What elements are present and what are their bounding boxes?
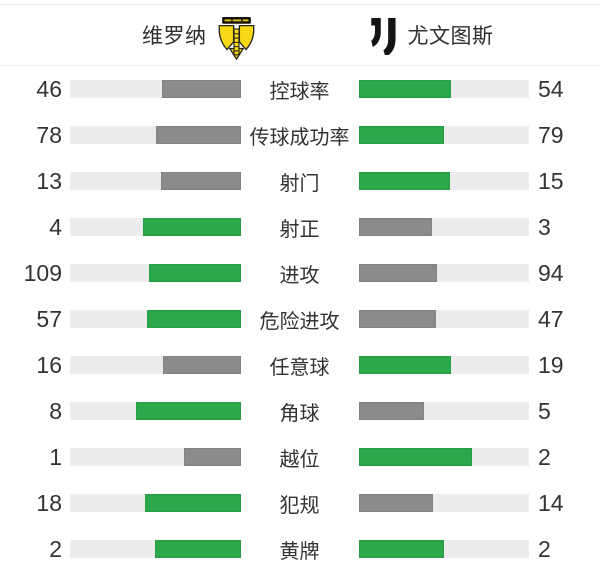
stat-label: 越位 (279, 448, 320, 471)
stat-row: 4 射正 3 (0, 204, 600, 250)
stat-label: 传球成功率 (249, 126, 350, 149)
stat-row: 1 越位 2 (0, 434, 600, 480)
away-stat-value: 2 (538, 443, 551, 470)
home-stat-bar (70, 126, 241, 144)
away-stat-bar (358, 126, 529, 144)
home-stat-value: 46 (36, 75, 62, 102)
away-stat-bar (358, 310, 529, 328)
away-stat-value: 47 (538, 305, 564, 332)
home-stat-bar (70, 448, 241, 466)
home-stat-value: 57 (36, 305, 62, 332)
home-stat-bar (70, 402, 241, 420)
away-stat-bar-fill (358, 448, 473, 466)
away-stat-value: 3 (538, 213, 551, 240)
away-stat-value: 14 (538, 489, 564, 516)
away-stat-bar (358, 402, 529, 420)
away-stat-bar (358, 540, 529, 558)
home-stat-value: 2 (49, 535, 62, 562)
home-stat-bar-fill (162, 356, 241, 374)
home-stat-bar-fill (161, 172, 241, 190)
home-stat-bar-fill (148, 264, 241, 282)
stat-label: 控球率 (269, 80, 330, 103)
header-divider (0, 65, 600, 66)
home-stat-bar (70, 540, 241, 558)
home-stat-value: 8 (49, 397, 62, 424)
home-stat-bar-fill (143, 218, 241, 236)
away-stat-value: 94 (538, 259, 564, 286)
verona-crest-icon (214, 10, 259, 61)
stat-label: 角球 (279, 402, 320, 425)
away-stat-bar-fill (358, 218, 432, 236)
home-stat-value: 4 (49, 213, 62, 240)
home-stat-bar-fill (155, 540, 241, 558)
team-away: 尤文图斯 (370, 15, 494, 55)
away-stat-value: 15 (538, 167, 564, 194)
stat-label: 犯规 (279, 494, 320, 517)
stat-label: 任意球 (269, 356, 330, 379)
stat-row: 2 黄牌 2 (0, 526, 600, 569)
home-stat-bar-fill (147, 310, 241, 328)
stat-label: 危险进攻 (259, 310, 340, 333)
away-stat-value: 79 (538, 121, 564, 148)
team-home: 维罗纳 (142, 10, 259, 61)
stat-label: 黄牌 (279, 540, 320, 563)
away-stat-bar (358, 172, 529, 190)
juventus-logo-icon (370, 15, 399, 55)
home-stat-value: 1 (49, 443, 62, 470)
home-stat-bar (70, 172, 241, 190)
stat-row: 109 进攻 94 (0, 250, 600, 296)
home-stat-value: 13 (36, 167, 62, 194)
away-stat-bar (358, 448, 529, 466)
stat-row: 46 控球率 54 (0, 66, 600, 112)
away-stat-bar-fill (358, 310, 436, 328)
stats-list: 46 控球率 54 78 传球成功率 79 13 射门 15 4 (0, 66, 600, 569)
away-stat-value: 19 (538, 351, 564, 378)
stat-row: 8 角球 5 (0, 388, 600, 434)
home-stat-value: 78 (36, 121, 62, 148)
away-stat-bar (358, 264, 529, 282)
away-team-name: 尤文图斯 (407, 25, 494, 48)
home-stat-bar-fill (135, 402, 241, 420)
home-stat-value: 16 (36, 351, 62, 378)
away-stat-bar-fill (358, 494, 434, 512)
away-stat-bar (358, 218, 529, 236)
home-stat-bar-fill (183, 448, 241, 466)
stat-row: 13 射门 15 (0, 158, 600, 204)
stat-row: 18 犯规 14 (0, 480, 600, 526)
home-stat-bar-fill (162, 80, 241, 98)
home-team-name: 维罗纳 (142, 25, 207, 48)
home-stat-value: 109 (23, 259, 62, 286)
home-stat-bar-fill (144, 494, 241, 512)
away-stat-value: 2 (538, 535, 551, 562)
stat-row: 57 危险进攻 47 (0, 296, 600, 342)
away-stat-bar-fill (358, 80, 451, 98)
stat-label: 射正 (279, 218, 320, 241)
stat-label: 射门 (279, 172, 320, 195)
away-stat-bar-fill (358, 356, 452, 374)
away-stat-bar-fill (358, 172, 450, 190)
home-stat-bar (70, 356, 241, 374)
stat-row: 78 传球成功率 79 (0, 112, 600, 158)
top-divider (0, 4, 600, 5)
home-stat-bar (70, 80, 241, 98)
away-stat-value: 54 (538, 75, 564, 102)
away-stat-bar-fill (358, 264, 438, 282)
away-stat-bar (358, 494, 529, 512)
home-stat-bar (70, 218, 241, 236)
away-stat-bar-fill (358, 540, 444, 558)
stat-row: 16 任意球 19 (0, 342, 600, 388)
home-stat-bar (70, 264, 241, 282)
home-stat-bar-fill (155, 126, 241, 144)
away-stat-bar (358, 80, 529, 98)
away-stat-value: 5 (538, 397, 551, 424)
away-stat-bar (358, 356, 529, 374)
match-header: 维罗纳 (0, 5, 600, 65)
away-stat-bar-fill (358, 402, 425, 420)
home-stat-bar (70, 494, 241, 512)
stat-label: 进攻 (279, 264, 320, 287)
away-stat-bar-fill (358, 126, 445, 144)
home-stat-bar (70, 310, 241, 328)
home-stat-value: 18 (36, 489, 62, 516)
